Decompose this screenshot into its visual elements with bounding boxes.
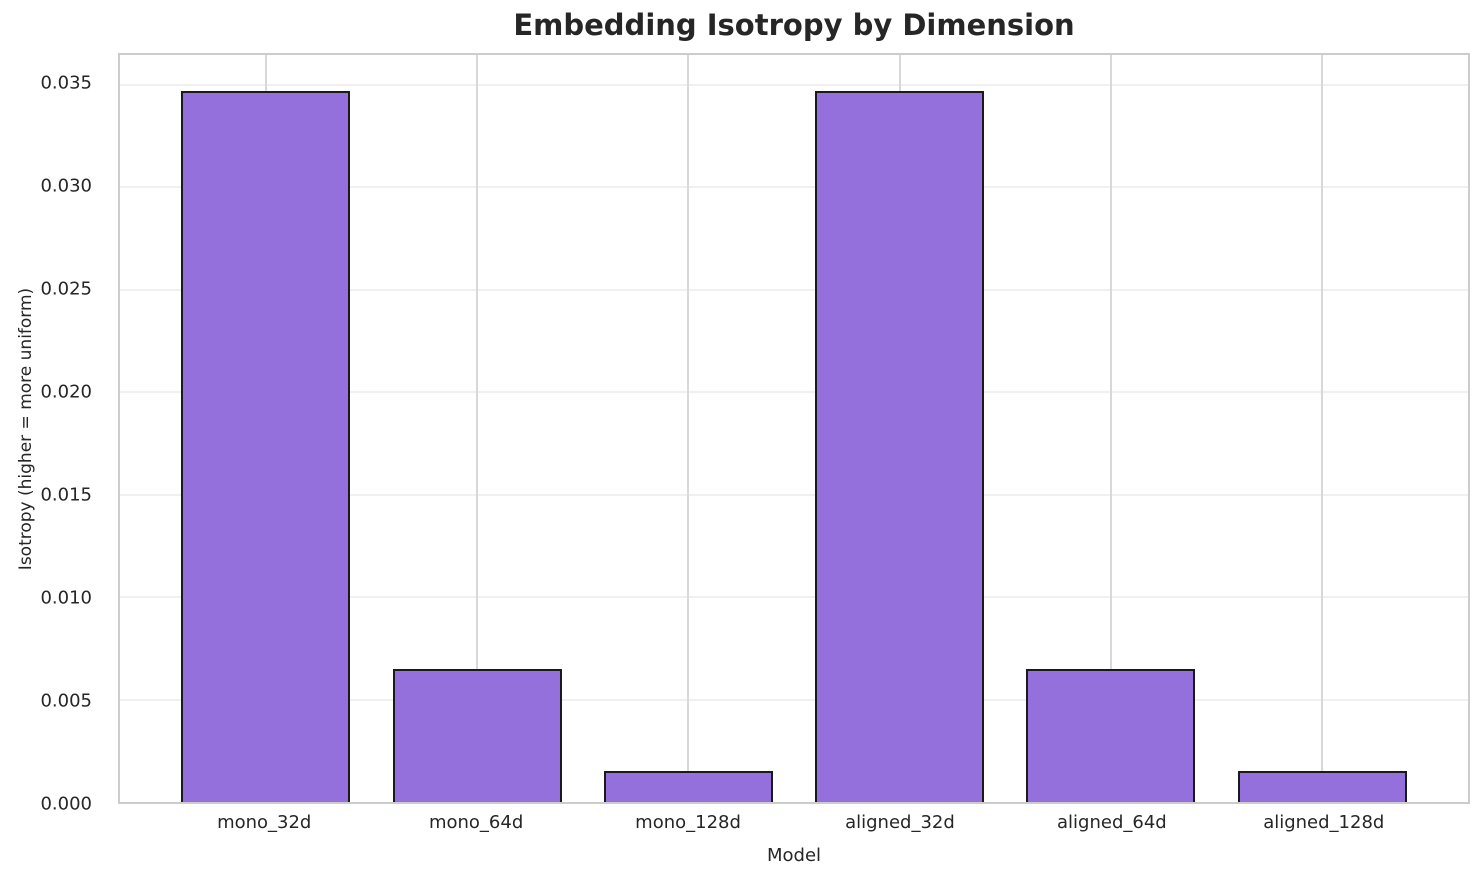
x-tick-label: mono_128d — [635, 812, 741, 833]
y-tick-label: 0.015 — [40, 484, 92, 506]
y-tick-label: 0.005 — [40, 690, 92, 712]
y-gridline — [120, 391, 1468, 394]
x-tick-label: aligned_32d — [845, 812, 955, 833]
plot-area — [118, 53, 1470, 804]
x-tick-label: aligned_128d — [1263, 812, 1385, 833]
y-tick-label: 0.000 — [40, 793, 92, 815]
x-tick-labels: mono_32d mono_64d mono_128d aligned_32d alig… — [118, 812, 1470, 838]
y-gridline — [120, 288, 1468, 291]
x-gridline — [1109, 55, 1112, 802]
y-tick-label: 0.020 — [40, 381, 92, 403]
y-gridline — [120, 186, 1468, 189]
x-tick-label: mono_64d — [428, 812, 524, 833]
y-gridline — [120, 596, 1468, 599]
y-tick-labels: 0.000 0.005 0.010 0.015 0.020 0.025 0.030 0.035 — [0, 53, 105, 814]
y-gridline — [120, 493, 1468, 496]
x-tick-label: aligned_64d — [1057, 812, 1167, 833]
bar-aligned_128d — [1237, 771, 1407, 802]
x-axis-label: Model — [766, 845, 822, 866]
x-tick-label: mono_32d — [217, 812, 312, 833]
bar-aligned_32d — [815, 90, 985, 802]
y-tick-label: 0.035 — [40, 72, 92, 94]
bar-aligned_64d — [1026, 668, 1196, 802]
bar-mono_64d — [392, 668, 562, 802]
y-gridline — [120, 698, 1468, 701]
y-tick-label: 0.030 — [40, 175, 92, 197]
y-tick-label: 0.010 — [40, 587, 92, 609]
x-gridline — [687, 55, 690, 802]
bar-mono_32d — [181, 90, 351, 802]
bar-mono_128d — [603, 771, 773, 802]
chart-title: Embedding Isotropy by Dimension — [513, 8, 1075, 42]
x-gridline — [1321, 55, 1324, 802]
y-tick-label: 0.025 — [40, 278, 92, 300]
y-gridline — [120, 83, 1468, 86]
x-gridline — [476, 55, 479, 802]
